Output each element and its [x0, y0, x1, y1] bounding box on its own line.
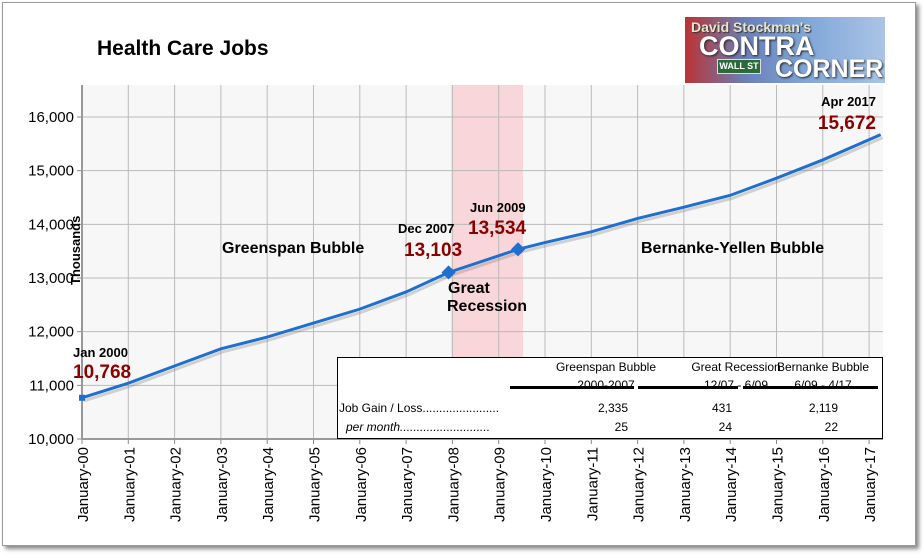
cell: 2,335 — [597, 401, 628, 415]
annotation-date: Jun 2009 — [470, 200, 526, 215]
table-header-period: 6/09 - 4/17 — [794, 378, 852, 392]
annotation-value: 13,534 — [468, 218, 527, 239]
summary-table: Greenspan Bubble 2000-2007 Great Recessi… — [337, 357, 883, 439]
period-label: Recession — [447, 298, 527, 315]
contra-corner-logo: David Stockman's CONTRA WALL ST CORNER — [685, 17, 885, 83]
logo-sign: WALL ST — [717, 59, 761, 74]
x-tick-label: January-10 — [538, 447, 555, 522]
cell: 22 — [824, 420, 838, 434]
x-tick-label: January-09 — [492, 447, 509, 522]
logo-line1: David Stockman's — [691, 19, 812, 35]
cell: 431 — [711, 401, 732, 415]
x-tick-label: January-11 — [584, 447, 601, 521]
annotation-value: 10,768 — [73, 362, 131, 383]
y-tick-label: 15,000 — [28, 163, 74, 180]
x-tick-label: January-02 — [168, 447, 185, 522]
row-label: per month........................... — [346, 420, 491, 434]
y-axis-label: Thousands — [68, 216, 83, 285]
period-label: Great — [448, 280, 490, 297]
x-tick-label: January-17 — [862, 447, 879, 522]
header-underline — [510, 386, 634, 389]
logo-line2: CONTRA — [699, 31, 815, 61]
table-header: Greenspan Bubble — [555, 360, 657, 374]
cell: 24 — [718, 420, 732, 434]
series-shadow — [83, 136, 884, 403]
x-tick-label: January-05 — [307, 447, 324, 522]
x-tick-label: January-07 — [399, 447, 416, 522]
row-label: Job Gain / Loss....................... — [339, 401, 500, 415]
data-marker — [79, 394, 85, 401]
header-underline — [743, 386, 878, 389]
x-tick-label: January-13 — [677, 447, 694, 522]
y-tick-label: 14,000 — [28, 216, 74, 233]
chart-title: Health Care Jobs — [97, 37, 269, 60]
cell: 2,119 — [808, 401, 838, 415]
table-header: Bernanke Bubble — [776, 360, 870, 374]
y-tick-label: 12,000 — [28, 324, 74, 341]
x-tick-label: January-15 — [770, 447, 787, 522]
x-tick-label: January-04 — [260, 447, 277, 522]
annotation-value: 13,103 — [404, 240, 462, 261]
table-header: Great Recession — [691, 360, 781, 374]
y-tick-label: 10,000 — [28, 431, 74, 448]
x-tick-label: January-08 — [445, 447, 462, 522]
period-label: Greenspan Bubble — [222, 240, 364, 257]
cell: 25 — [614, 420, 628, 434]
annotation-date: Apr 2017 — [821, 94, 876, 109]
x-tick-label: January-03 — [214, 447, 231, 522]
series-line — [81, 133, 882, 400]
x-tick-label: January-16 — [816, 447, 833, 522]
data-marker — [510, 242, 526, 257]
y-tick-label: 11,000 — [29, 377, 74, 394]
period-label: Bernanke-Yellen Bubble — [641, 240, 824, 257]
x-tick-label: January-06 — [353, 447, 370, 522]
x-tick-label: January-12 — [631, 447, 648, 522]
annotation-date: Jan 2000 — [73, 345, 128, 360]
y-tick-label: 16,000 — [28, 109, 74, 126]
x-tick-label: January-14 — [723, 447, 740, 522]
annotation-value: 15,672 — [818, 113, 876, 134]
logo-line3: CORNER — [775, 55, 884, 83]
x-tick-label: January-00 — [75, 447, 92, 522]
header-underline — [638, 386, 738, 389]
x-tick-label: January-01 — [121, 447, 138, 522]
data-marker — [441, 265, 456, 280]
y-tick-label: 13,000 — [28, 270, 74, 287]
annotation-date: Dec 2007 — [398, 221, 454, 236]
